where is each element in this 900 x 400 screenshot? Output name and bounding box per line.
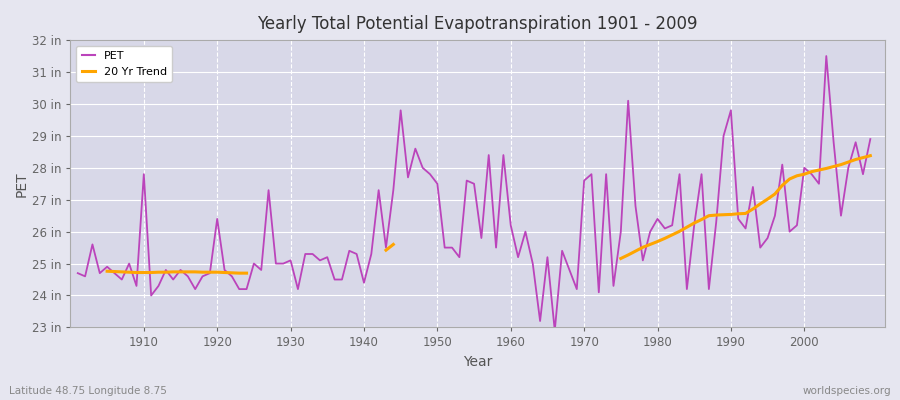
Y-axis label: PET: PET — [15, 171, 29, 196]
Text: worldspecies.org: worldspecies.org — [803, 386, 891, 396]
Legend: PET, 20 Yr Trend: PET, 20 Yr Trend — [76, 46, 173, 82]
Text: Latitude 48.75 Longitude 8.75: Latitude 48.75 Longitude 8.75 — [9, 386, 166, 396]
Title: Yearly Total Potential Evapotranspiration 1901 - 2009: Yearly Total Potential Evapotranspiratio… — [257, 15, 698, 33]
X-axis label: Year: Year — [463, 355, 492, 369]
